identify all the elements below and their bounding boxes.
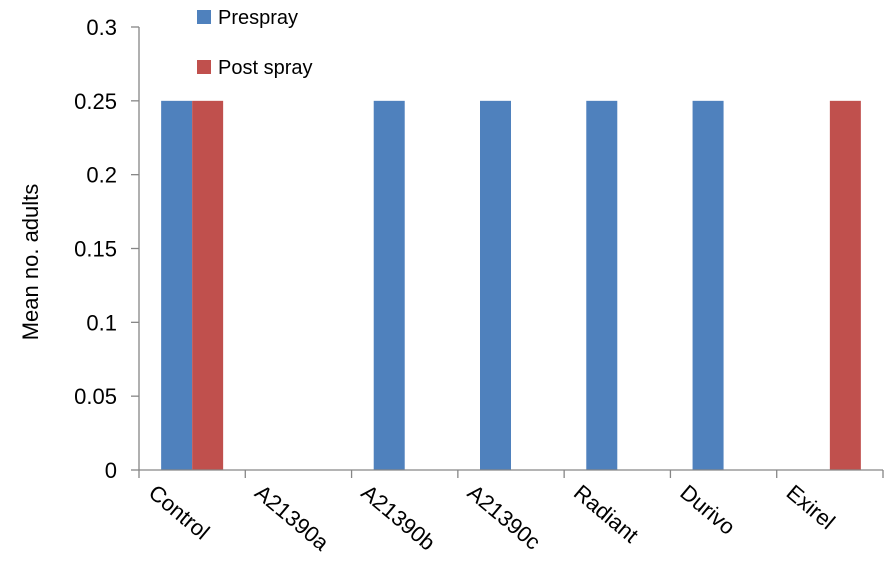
legend-label-prespray: Prespray (218, 7, 298, 29)
bar-post-spray-control (192, 100, 224, 470)
y-tick-label: 0 (105, 458, 117, 483)
y-tick-label: 0.1 (86, 310, 117, 335)
y-axis-title: Mean no. adults (18, 184, 43, 341)
x-category-label: A21390c (463, 480, 546, 555)
legend-swatch-post-spray (197, 60, 211, 74)
legend: Prespray Post spray (197, 7, 312, 79)
x-category-label: A21390a (250, 480, 334, 556)
y-tick-label: 0.05 (74, 384, 117, 409)
bar-prespray-a21390b (373, 100, 405, 470)
y-tick-label: 0.3 (86, 15, 117, 40)
bar-prespray-durivo (692, 100, 724, 470)
x-category-label: Control (144, 480, 214, 545)
x-category-label: A21390b (357, 480, 441, 556)
x-category-label: Radiant (569, 480, 643, 548)
bars-group (161, 100, 861, 470)
bar-prespray-radiant (586, 100, 618, 470)
bar-prespray-a21390c (480, 100, 511, 470)
y-tick-label: 0.2 (86, 163, 117, 188)
bar-post-spray-exirel (829, 100, 861, 470)
legend-label-post-spray: Post spray (218, 57, 312, 79)
y-tick-label: 0.15 (74, 237, 117, 262)
x-category-label: Exirel (782, 480, 840, 535)
legend-swatch-prespray (197, 10, 211, 24)
y-tick-label: 0.25 (74, 89, 117, 114)
x-category-label: Durivo (675, 480, 740, 540)
bar-prespray-control (161, 100, 193, 470)
